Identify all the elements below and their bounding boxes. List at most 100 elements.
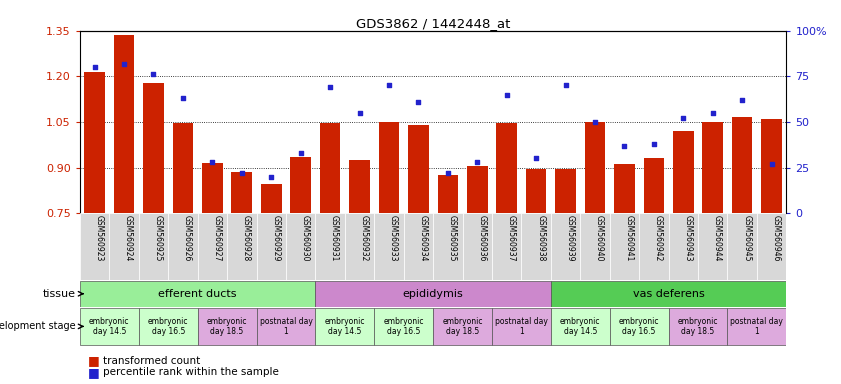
Bar xyxy=(551,281,786,307)
Text: GSM560933: GSM560933 xyxy=(389,215,398,262)
Bar xyxy=(227,213,257,280)
Text: transformed count: transformed count xyxy=(103,356,201,366)
Bar xyxy=(349,160,370,213)
Bar xyxy=(320,123,341,213)
Text: GSM560925: GSM560925 xyxy=(153,215,162,262)
Point xyxy=(529,155,542,161)
Text: GSM560923: GSM560923 xyxy=(94,215,103,262)
Bar xyxy=(139,308,198,345)
Text: epididymis: epididymis xyxy=(403,289,463,299)
Point xyxy=(706,110,719,116)
Point xyxy=(441,170,454,176)
Bar xyxy=(433,308,492,345)
Point xyxy=(294,150,307,156)
Bar xyxy=(673,131,694,213)
Bar xyxy=(198,213,227,280)
Point xyxy=(617,142,631,149)
Text: GSM560938: GSM560938 xyxy=(537,215,545,262)
Bar xyxy=(139,213,168,280)
Bar xyxy=(257,308,315,345)
Point xyxy=(176,95,189,101)
Bar xyxy=(492,308,551,345)
Text: embryonic
day 18.5: embryonic day 18.5 xyxy=(442,317,483,336)
Text: GSM560937: GSM560937 xyxy=(506,215,516,262)
Text: embryonic
day 14.5: embryonic day 14.5 xyxy=(560,317,600,336)
Text: GSM560942: GSM560942 xyxy=(654,215,663,262)
Text: GSM560926: GSM560926 xyxy=(183,215,192,262)
Bar xyxy=(526,169,547,213)
Bar xyxy=(257,213,286,280)
Text: embryonic
day 14.5: embryonic day 14.5 xyxy=(89,317,130,336)
Bar xyxy=(702,122,723,213)
Bar xyxy=(168,213,198,280)
Bar xyxy=(374,213,404,280)
Text: development stage: development stage xyxy=(0,321,76,331)
Bar xyxy=(286,213,315,280)
Text: GSM560931: GSM560931 xyxy=(330,215,339,262)
Bar xyxy=(84,72,105,213)
Text: GSM560943: GSM560943 xyxy=(683,215,692,262)
Bar xyxy=(109,213,139,280)
Bar xyxy=(231,172,252,213)
Bar xyxy=(761,119,782,213)
Title: GDS3862 / 1442448_at: GDS3862 / 1442448_at xyxy=(356,17,510,30)
Bar xyxy=(290,157,311,213)
Point xyxy=(500,91,513,98)
Bar xyxy=(727,213,757,280)
Bar xyxy=(467,166,488,213)
Text: efferent ducts: efferent ducts xyxy=(158,289,237,299)
Text: ■: ■ xyxy=(88,354,100,367)
Bar xyxy=(80,213,109,280)
Bar xyxy=(496,123,517,213)
Text: GSM560930: GSM560930 xyxy=(301,215,309,262)
Text: GSM560932: GSM560932 xyxy=(360,215,368,262)
Bar xyxy=(521,213,551,280)
Bar xyxy=(315,308,374,345)
Bar xyxy=(437,175,458,213)
Bar xyxy=(261,184,282,213)
Bar xyxy=(172,123,193,213)
Point xyxy=(117,61,130,67)
Point xyxy=(411,99,425,105)
Text: embryonic
day 18.5: embryonic day 18.5 xyxy=(207,317,247,336)
Text: embryonic
day 18.5: embryonic day 18.5 xyxy=(678,317,718,336)
Bar xyxy=(378,122,399,213)
Text: GSM560940: GSM560940 xyxy=(595,215,604,262)
Point xyxy=(205,159,219,165)
Bar xyxy=(80,308,139,345)
Point xyxy=(676,115,690,121)
Text: GSM560946: GSM560946 xyxy=(772,215,780,262)
Bar xyxy=(202,163,223,213)
Point xyxy=(352,110,366,116)
Bar xyxy=(610,308,669,345)
Text: percentile rank within the sample: percentile rank within the sample xyxy=(103,367,279,377)
Text: postnatal day
1: postnatal day 1 xyxy=(495,317,547,336)
Bar xyxy=(404,213,433,280)
Point xyxy=(382,83,395,89)
Text: postnatal day
1: postnatal day 1 xyxy=(260,317,312,336)
Text: vas deferens: vas deferens xyxy=(632,289,705,299)
Text: GSM560945: GSM560945 xyxy=(742,215,751,262)
Text: GSM560929: GSM560929 xyxy=(271,215,280,262)
Bar xyxy=(374,308,433,345)
Text: GSM560944: GSM560944 xyxy=(712,215,722,262)
Bar xyxy=(315,213,345,280)
Bar xyxy=(551,308,610,345)
Bar xyxy=(584,122,606,213)
Text: embryonic
day 16.5: embryonic day 16.5 xyxy=(148,317,188,336)
Bar xyxy=(669,213,698,280)
Bar xyxy=(80,281,315,307)
Bar xyxy=(643,158,664,213)
Point xyxy=(647,141,660,147)
Text: embryonic
day 16.5: embryonic day 16.5 xyxy=(383,317,424,336)
Bar xyxy=(610,213,639,280)
Text: GSM560928: GSM560928 xyxy=(242,215,251,262)
Bar xyxy=(315,281,551,307)
Text: GSM560936: GSM560936 xyxy=(478,215,486,262)
Text: tissue: tissue xyxy=(43,289,76,299)
Point xyxy=(264,174,278,180)
Bar xyxy=(555,169,576,213)
Point xyxy=(470,159,484,165)
Bar xyxy=(757,213,786,280)
Text: embryonic
day 16.5: embryonic day 16.5 xyxy=(619,317,659,336)
